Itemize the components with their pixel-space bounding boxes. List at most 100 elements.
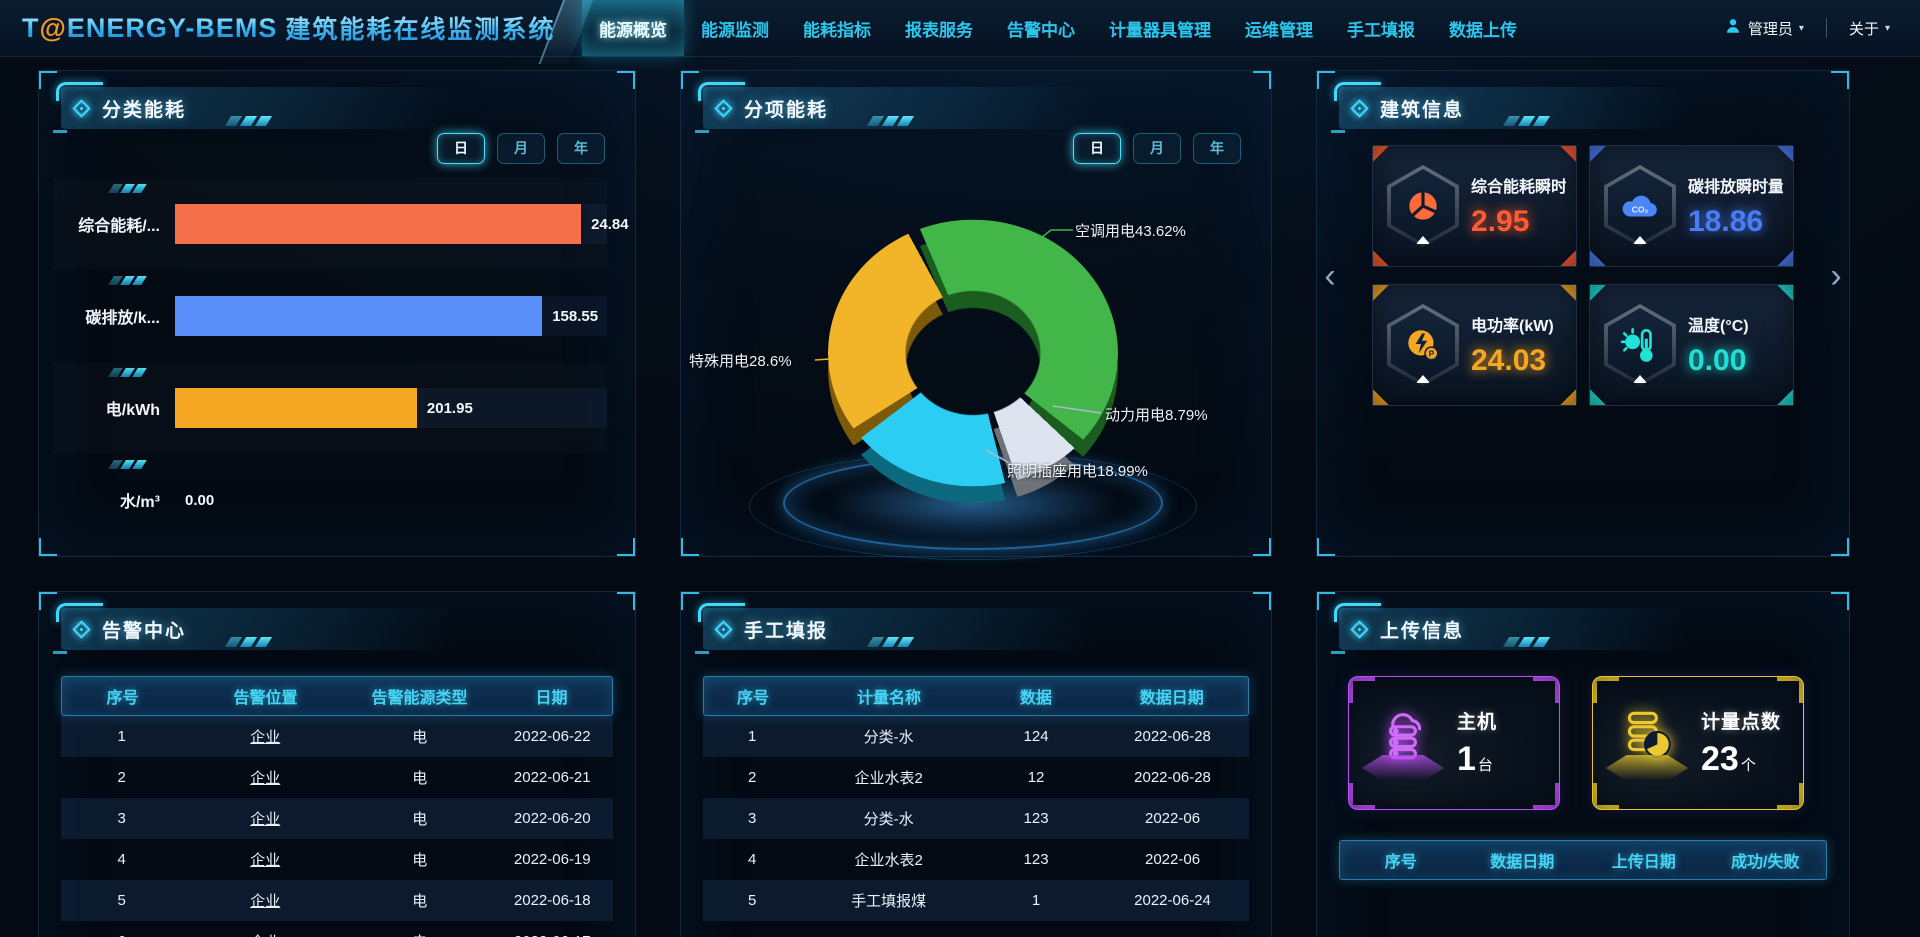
pie-label-dynamic: 动力用电8.79%: [1105, 407, 1208, 424]
period-year-button[interactable]: 年: [557, 133, 605, 164]
cell-index: 4: [117, 851, 126, 868]
period-year-button[interactable]: 年: [1193, 133, 1241, 164]
period-day-button[interactable]: 日: [1073, 133, 1121, 164]
cell-meter-name: 分类-水: [863, 729, 914, 746]
carousel-next-icon[interactable]: ›: [1830, 256, 1842, 295]
col-index: 序号: [106, 690, 139, 707]
nav-item-data-upload[interactable]: 数据上传: [1449, 20, 1517, 40]
col-upload-date: 上传日期: [1611, 854, 1676, 871]
meter-points-card: 计量点数 23 个: [1592, 676, 1804, 810]
bar-value: 158.55: [552, 307, 599, 325]
nav-item-energy-index[interactable]: 能耗指标: [803, 20, 871, 40]
card-text: 综合能耗瞬时... 2.95: [1471, 173, 1566, 239]
period-month-button[interactable]: 月: [1133, 133, 1181, 164]
stripes-decoration: [224, 637, 273, 647]
pie-label-special: 特殊用电28.6%: [689, 353, 792, 370]
col-data-date: 数据日期: [1490, 854, 1555, 871]
card-text: 碳排放瞬时量(... 18.86: [1688, 173, 1783, 239]
cell-location-link[interactable]: 企业: [250, 852, 281, 869]
cell-location-link[interactable]: 企业: [250, 811, 281, 828]
app-logo: T@ENERGY-BEMS: [22, 13, 277, 44]
cell-date: 2022-06: [1145, 851, 1201, 868]
nav-item-alarm-center[interactable]: 告警中心: [1007, 20, 1075, 40]
cell-location-link[interactable]: 企业: [250, 893, 281, 910]
bar-fill: [175, 204, 582, 244]
bar-fill: [175, 296, 543, 336]
person-icon: [1724, 17, 1742, 40]
cell-data: 124: [1023, 728, 1049, 745]
diamond-icon: [72, 98, 91, 118]
panel-header: 分项能耗: [695, 87, 1249, 133]
cell-energy-type: 电: [412, 729, 428, 746]
cell-meter-name: 企业水表2: [854, 770, 923, 787]
panel-title: 手工填报: [744, 620, 829, 642]
bar-label: 综合能耗/...: [78, 218, 160, 235]
cell-index: 3: [747, 810, 757, 827]
table-row: 5 企业 电 2022-06-18: [61, 880, 613, 921]
panel-title: 告警中心: [102, 620, 187, 642]
panel-title: 上传信息: [1380, 620, 1465, 642]
card-label: 温度(°C): [1688, 318, 1749, 335]
nav-item-energy-overview[interactable]: 能源概览: [582, 0, 684, 56]
period-day-button[interactable]: 日: [437, 133, 485, 164]
cell-date: 2022-06-18: [513, 892, 591, 909]
nav-item-ops-management[interactable]: 运维管理: [1245, 20, 1313, 40]
panel-title: 分项能耗: [744, 99, 829, 121]
cell-energy-type: 电: [412, 811, 428, 828]
stripes-decoration: [1502, 116, 1551, 126]
card-text: 电功率(kW) 24.03: [1471, 312, 1554, 378]
bar-chart: 综合能耗/... 24.84 碳排放/k... 158.55: [53, 178, 629, 546]
co2-cloud-icon: CO₂: [1622, 195, 1657, 217]
nav-item-meter-management[interactable]: 计量器具管理: [1109, 20, 1211, 40]
about-menu[interactable]: 关于 ▾: [1849, 18, 1890, 39]
bar-row: 碳排放/k... 158.55: [53, 270, 607, 362]
card-value: 24.03: [1471, 344, 1547, 377]
stat-card-electric-power: P 电功率(kW) 24.03: [1372, 284, 1577, 406]
stat-card-comprehensive-energy: 综合能耗瞬时... 2.95: [1372, 145, 1577, 267]
nav-right: 管理员 ▾ 关于 ▾: [1724, 0, 1920, 56]
card-label: 主机: [1457, 712, 1498, 733]
bar-value: 24.84: [591, 215, 629, 233]
upload-table: 序号 数据日期 上传日期 成功/失败: [1339, 840, 1827, 880]
nav-item-energy-monitoring[interactable]: 能源监测: [701, 20, 769, 40]
cell-date: 2022-06: [1145, 810, 1201, 827]
card-value: 2.95: [1471, 205, 1530, 238]
table-row: 1 分类-水 124 2022-06-28: [703, 716, 1249, 757]
cell-location-link[interactable]: 企业: [250, 770, 281, 787]
cell-location-link[interactable]: 企业: [250, 729, 281, 746]
cell-data: 123: [1023, 810, 1049, 827]
bar-value: 201.95: [426, 399, 473, 417]
cell-index: 5: [117, 892, 126, 909]
electric-power-icon: P: [1408, 330, 1439, 361]
app-title: 建筑能耗在线监测系统: [285, 10, 555, 46]
logo-at: @: [39, 12, 67, 43]
user-menu[interactable]: 管理员 ▾: [1724, 17, 1804, 40]
building-cards-carousel: ‹ 综合能耗瞬时... 2.95 CO₂: [1317, 145, 1849, 406]
cell-meter-name: 企业水表2: [854, 852, 923, 869]
bar-label: 水/m³: [119, 494, 160, 511]
table-row: 2 企业 电 2022-06-21: [61, 757, 613, 798]
table-row: 2 企业水表2 12 2022-06-28: [703, 757, 1249, 798]
hexagon-badge: P: [1387, 304, 1459, 386]
carousel-prev-icon[interactable]: ‹: [1324, 256, 1336, 295]
alarm-table: 序号 告警位置 告警能源类型 日期 1 企业 电 2022-06-22 2 企业…: [61, 676, 613, 937]
cell-index: 4: [747, 851, 757, 868]
period-month-button[interactable]: 月: [497, 133, 545, 164]
database-pie-icon: [1593, 705, 1701, 781]
card-value: 18.86: [1688, 205, 1764, 238]
table-row: 3 分类-水 123 2022-06: [703, 798, 1249, 839]
diamond-icon: [72, 619, 91, 639]
diamond-icon: [714, 98, 733, 118]
top-nav: T@ENERGY-BEMS 建筑能耗在线监测系统 能源概览 能源监测 能耗指标 …: [0, 0, 1920, 64]
card-value: 0.00: [1688, 344, 1747, 377]
cell-location-link[interactable]: 企业: [182, 931, 348, 937]
card-value: 23 个: [1701, 740, 1756, 778]
stripes-decoration: [866, 116, 915, 126]
panel-alarm-center: 告警中心 序号 告警位置 告警能源类型 日期 1 企业 电 2022-06-22…: [38, 591, 636, 937]
cell-data: 1: [1031, 892, 1041, 909]
panel-header: 手工填报: [695, 608, 1249, 654]
nav-item-manual-report[interactable]: 手工填报: [1347, 20, 1415, 40]
chevron-down-icon: ▾: [1798, 22, 1804, 34]
nav-item-report-service[interactable]: 报表服务: [905, 20, 973, 40]
